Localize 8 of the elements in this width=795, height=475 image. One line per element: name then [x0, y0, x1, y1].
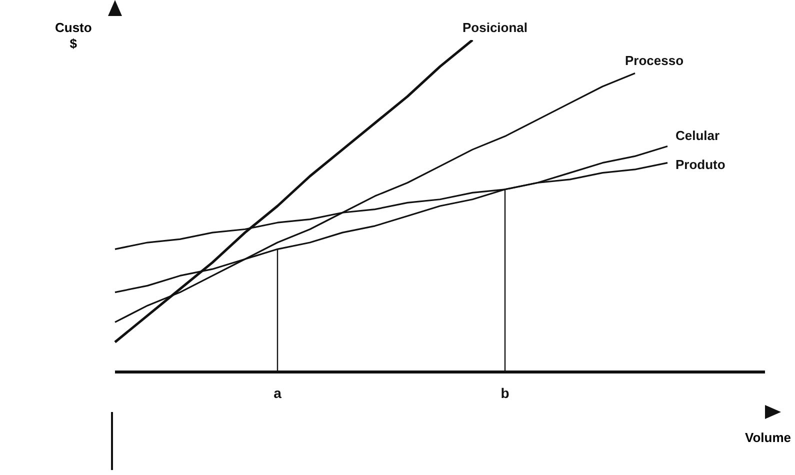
- series-label: Celular: [676, 128, 720, 144]
- x-axis-title: Volume: [745, 430, 791, 445]
- series-label: Produto: [676, 156, 726, 172]
- x-tick-label: b: [500, 384, 510, 401]
- y-axis-title: Custo $: [55, 20, 92, 52]
- series-label: Processo: [625, 53, 684, 68]
- series-label: Posicional: [462, 20, 528, 35]
- x-tick-label: a: [274, 384, 282, 401]
